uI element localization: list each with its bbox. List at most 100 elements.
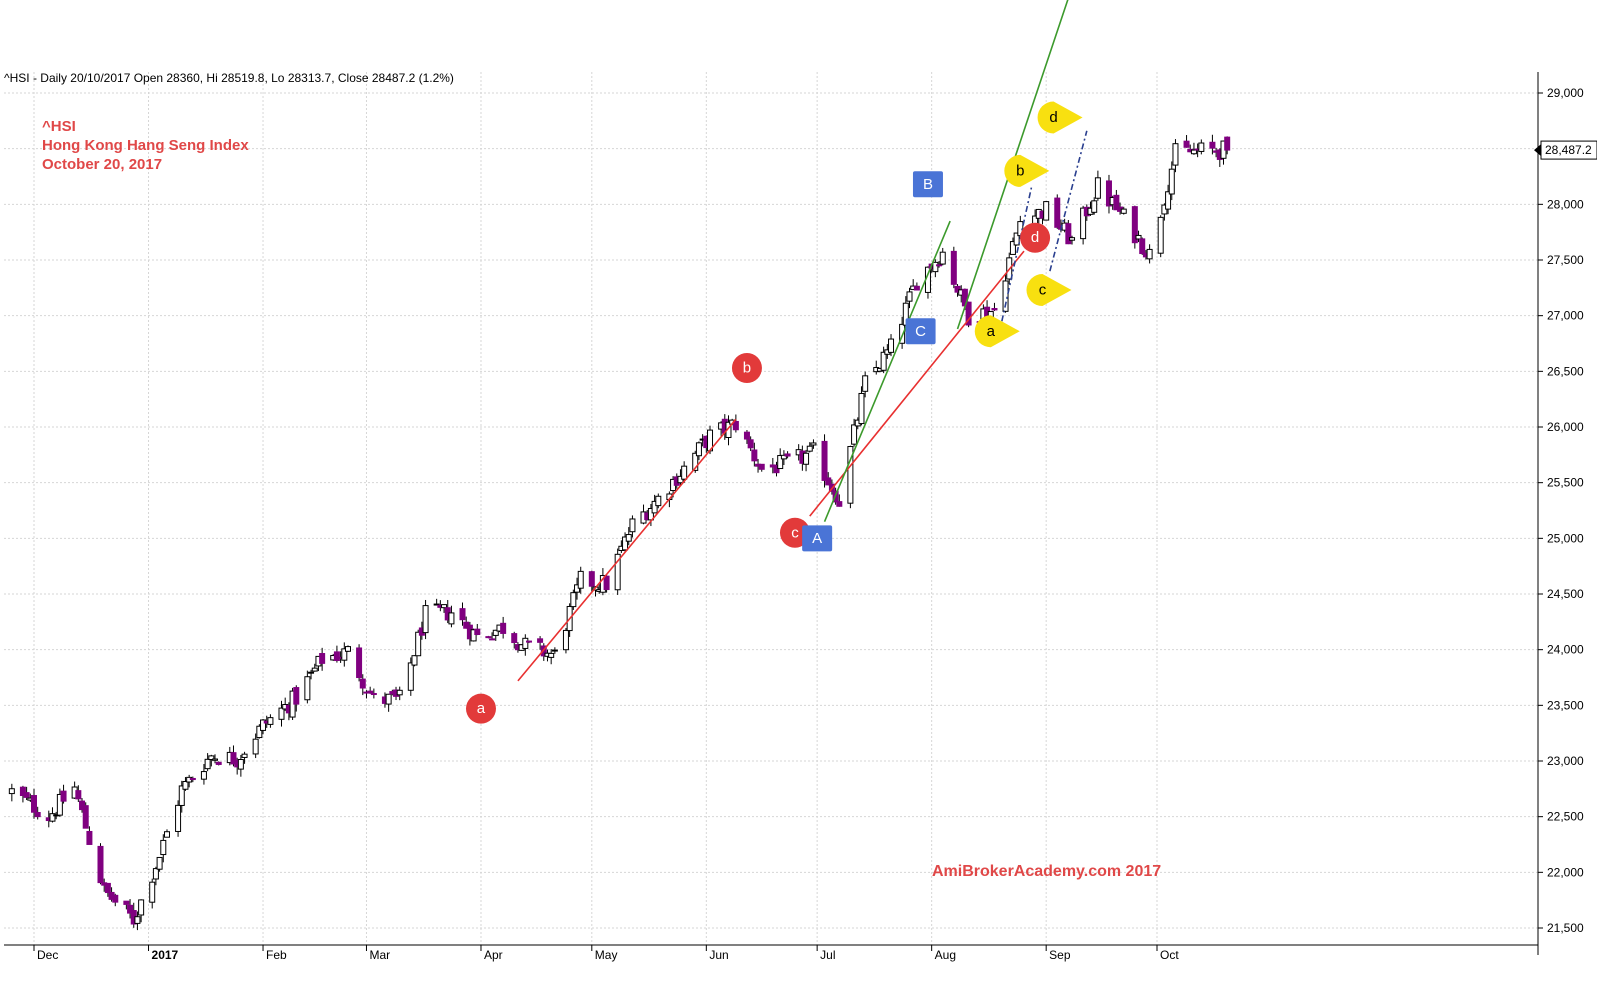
up-candle: [780, 450, 787, 466]
last-close-badge: 28,487.2: [1534, 140, 1597, 160]
wave-marker-circle: a: [465, 693, 496, 724]
down-candle: [500, 616, 507, 639]
wave-marker-square: B: [912, 171, 943, 198]
candle-body: [1080, 207, 1087, 240]
up-candle: [260, 718, 267, 735]
up-candle: [899, 316, 906, 349]
candle-layer: [8, 134, 1231, 931]
y-tick-label: 24,500: [1547, 587, 1584, 601]
up-candle: [614, 548, 621, 595]
up-candle: [858, 386, 865, 426]
down-candle: [104, 882, 111, 897]
down-candle: [825, 472, 832, 486]
down-candle: [751, 442, 758, 467]
candle-body: [773, 464, 780, 474]
candle-body: [112, 894, 119, 903]
down-candle: [19, 785, 26, 803]
candle-body: [189, 777, 196, 781]
down-candle: [1209, 134, 1216, 155]
down-candle: [1131, 205, 1138, 249]
down-candle: [34, 806, 41, 820]
candle-body: [570, 592, 577, 608]
up-candle: [880, 346, 887, 374]
candle-body: [311, 667, 318, 672]
candle-body: [906, 291, 913, 302]
chart-title-symbol: ^HSI: [42, 118, 76, 135]
candle-body: [780, 454, 787, 460]
candle-body: [522, 637, 529, 649]
up-candle: [803, 449, 810, 472]
candle-body: [1013, 232, 1020, 246]
candle-body: [123, 900, 130, 905]
candle-body: [1165, 191, 1172, 210]
down-candle: [75, 785, 82, 802]
candle-body: [1094, 177, 1101, 199]
x-tick-label: Feb: [266, 948, 287, 962]
candle-body: [489, 638, 496, 641]
up-candle: [1094, 170, 1101, 201]
candle-body: [237, 759, 244, 770]
up-candle: [212, 754, 219, 764]
up-candle: [681, 461, 688, 484]
candle-body: [562, 629, 569, 651]
chart-title-name: Hong Kong Hang Seng Index: [42, 137, 249, 154]
down-candle: [474, 624, 481, 636]
candle-body: [356, 647, 363, 679]
blue_dash-trendline: [1049, 130, 1088, 272]
up-candle: [851, 418, 858, 447]
up-candle: [385, 693, 392, 712]
candle-body: [49, 813, 56, 822]
marker-pin-shape: [974, 315, 1020, 348]
marker-circle-shape: [1020, 222, 1051, 253]
down-candle: [60, 784, 67, 804]
candle-body: [470, 629, 477, 642]
red-trendline: [809, 250, 1025, 517]
candle-body: [86, 830, 93, 845]
candle-body: [138, 899, 145, 916]
y-tick-label: 26,000: [1547, 420, 1584, 434]
candle-body: [411, 655, 418, 666]
candle-body: [1190, 149, 1197, 155]
y-tick-label: 25,500: [1547, 476, 1584, 490]
marker-label: c: [791, 524, 799, 541]
down-candle: [773, 461, 780, 477]
candle-body: [370, 693, 377, 696]
down-candle: [747, 436, 754, 452]
candle-body: [56, 793, 63, 816]
down-candle: [784, 451, 791, 459]
candle-body: [1043, 201, 1050, 221]
candle-body: [651, 500, 658, 514]
candle-body: [537, 638, 544, 643]
candle-body: [19, 786, 26, 797]
candle-body: [614, 553, 621, 591]
marker-label: a: [987, 323, 996, 340]
candle-body: [304, 676, 311, 701]
candle-body: [448, 612, 455, 625]
up-candle: [570, 589, 577, 610]
candle-body: [1113, 194, 1120, 211]
marker-pin-shape: [1037, 101, 1083, 134]
candle-body: [204, 758, 211, 770]
candle-body: [1198, 142, 1205, 152]
candle-body: [603, 575, 610, 591]
candle-body: [1139, 238, 1146, 255]
up-candle: [152, 866, 159, 886]
up-candle: [163, 829, 170, 838]
x-tick-label: Sep: [1049, 948, 1071, 962]
candle-body: [1146, 248, 1153, 260]
up-candle: [577, 566, 584, 594]
down-candle: [836, 494, 843, 507]
y-tick-label: 23,500: [1547, 698, 1584, 712]
candle-body: [548, 652, 555, 658]
candle-body: [1224, 136, 1231, 151]
up-candle: [1168, 161, 1175, 201]
candle-body: [459, 608, 466, 621]
candle-body: [34, 811, 41, 818]
candle-body: [622, 536, 629, 551]
candle-body: [1009, 241, 1016, 255]
wave-marker-pin: c: [1026, 274, 1072, 307]
candle-body: [267, 717, 274, 725]
up-candle: [806, 442, 813, 453]
candle-body: [359, 678, 366, 689]
down-candle: [1139, 237, 1146, 255]
